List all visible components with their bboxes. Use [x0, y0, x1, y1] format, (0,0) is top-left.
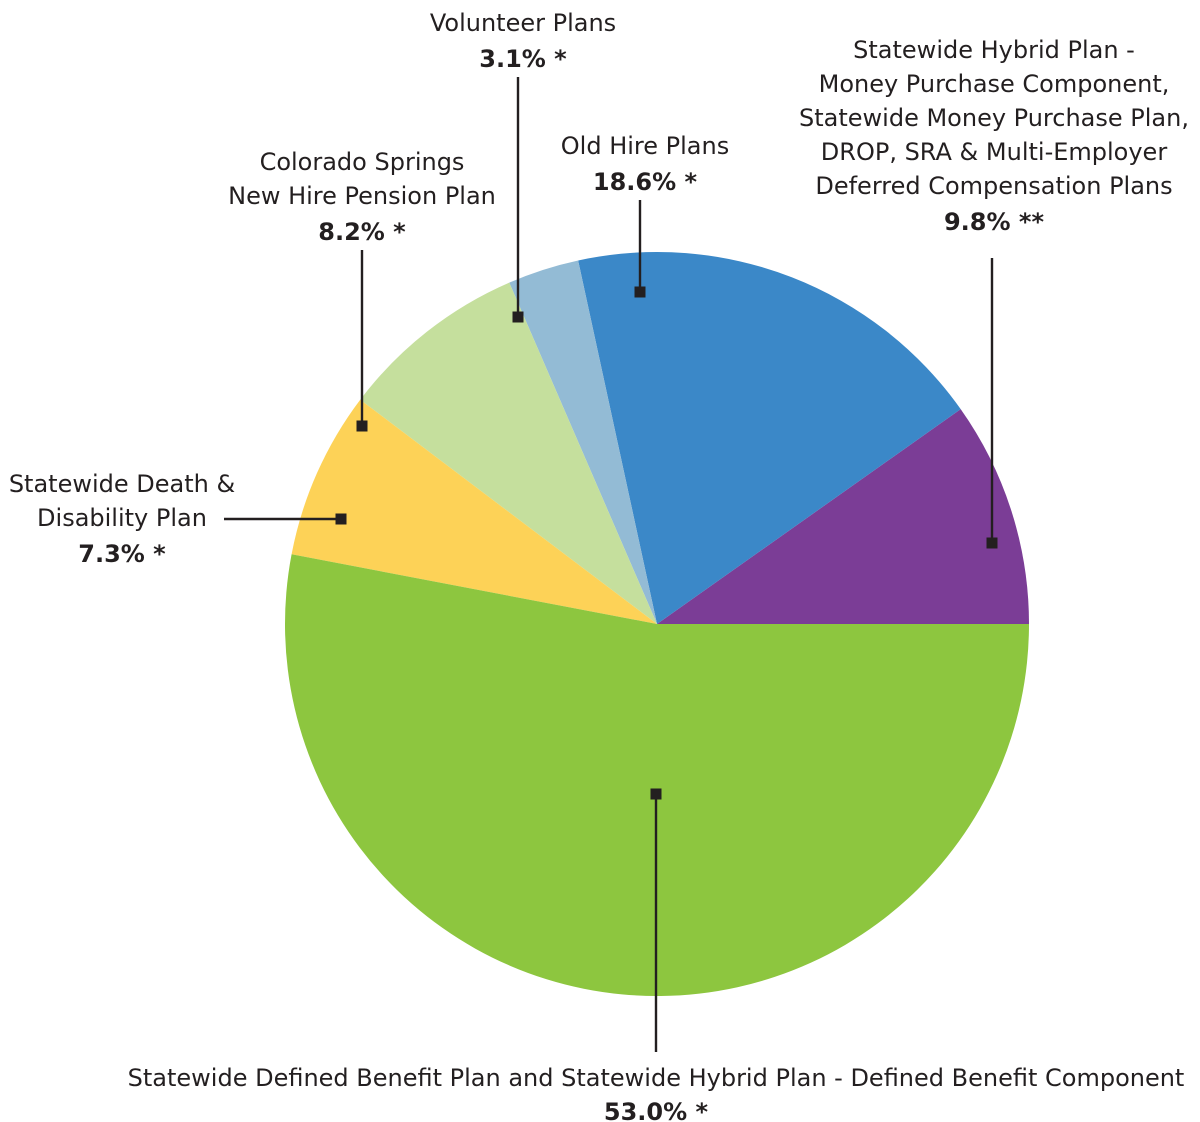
slice-colorado-springs	[360, 282, 657, 624]
leader-lines	[224, 77, 998, 1052]
leader-marker	[634, 286, 646, 298]
slice-label-old-hire: Old Hire Plans 18.6% *	[561, 132, 729, 196]
slice-label-line: Colorado Springs	[260, 148, 465, 176]
slice-label-line: DROP, SRA & Multi-Employer	[821, 138, 1168, 166]
slice-label-volunteer: Volunteer Plans 3.1% *	[430, 9, 616, 73]
leader-marker	[650, 788, 662, 800]
slice-label-line: Statewide Hybrid Plan -	[853, 36, 1135, 64]
slice-label-colorado-springs: Colorado Springs New Hire Pension Plan 8…	[228, 148, 496, 246]
leader-marker	[986, 537, 998, 549]
slice-volunteer	[509, 260, 657, 624]
slice-label-line: Statewide Money Purchase Plan,	[799, 104, 1189, 132]
slice-death-disability	[291, 399, 657, 624]
slice-value-label: 9.8% **	[944, 208, 1044, 236]
slice-value-label: 8.2% *	[318, 218, 406, 246]
slice-value-label: 53.0% *	[604, 1098, 709, 1122]
slice-value-label: 3.1% *	[479, 45, 567, 73]
slice-label-line: Disability Plan	[37, 504, 207, 532]
pie-slices	[284, 252, 1029, 997]
slice-label-line: New Hire Pension Plan	[228, 182, 496, 210]
leader-marker	[335, 513, 347, 525]
slice-hybrid-money-purchase	[657, 409, 1029, 624]
leader-marker	[512, 311, 524, 323]
slice-label-line: Money Purchase Component,	[819, 70, 1170, 98]
slice-label-line: Volunteer Plans	[430, 9, 616, 37]
slice-label-death-disability: Statewide Death & Disability Plan 7.3% *	[9, 470, 235, 568]
slice-label-hybrid-money-purchase: Statewide Hybrid Plan - Money Purchase C…	[799, 36, 1189, 236]
slice-label-line: Statewide Death &	[9, 470, 235, 498]
slice-label-line: Deferred Compensation Plans	[815, 172, 1172, 200]
slice-label-line: Old Hire Plans	[561, 132, 729, 160]
slice-old-hire	[578, 252, 961, 624]
leader-marker	[356, 420, 368, 432]
slice-label-line: Statewide Defined Benefit Plan and State…	[128, 1064, 1185, 1092]
slice-value-label: 7.3% *	[78, 540, 166, 568]
slice-value-label: 18.6% *	[593, 168, 698, 196]
slice-defined-benefit	[284, 554, 1029, 997]
slice-label-defined-benefit: Statewide Defined Benefit Plan and State…	[128, 1064, 1185, 1122]
